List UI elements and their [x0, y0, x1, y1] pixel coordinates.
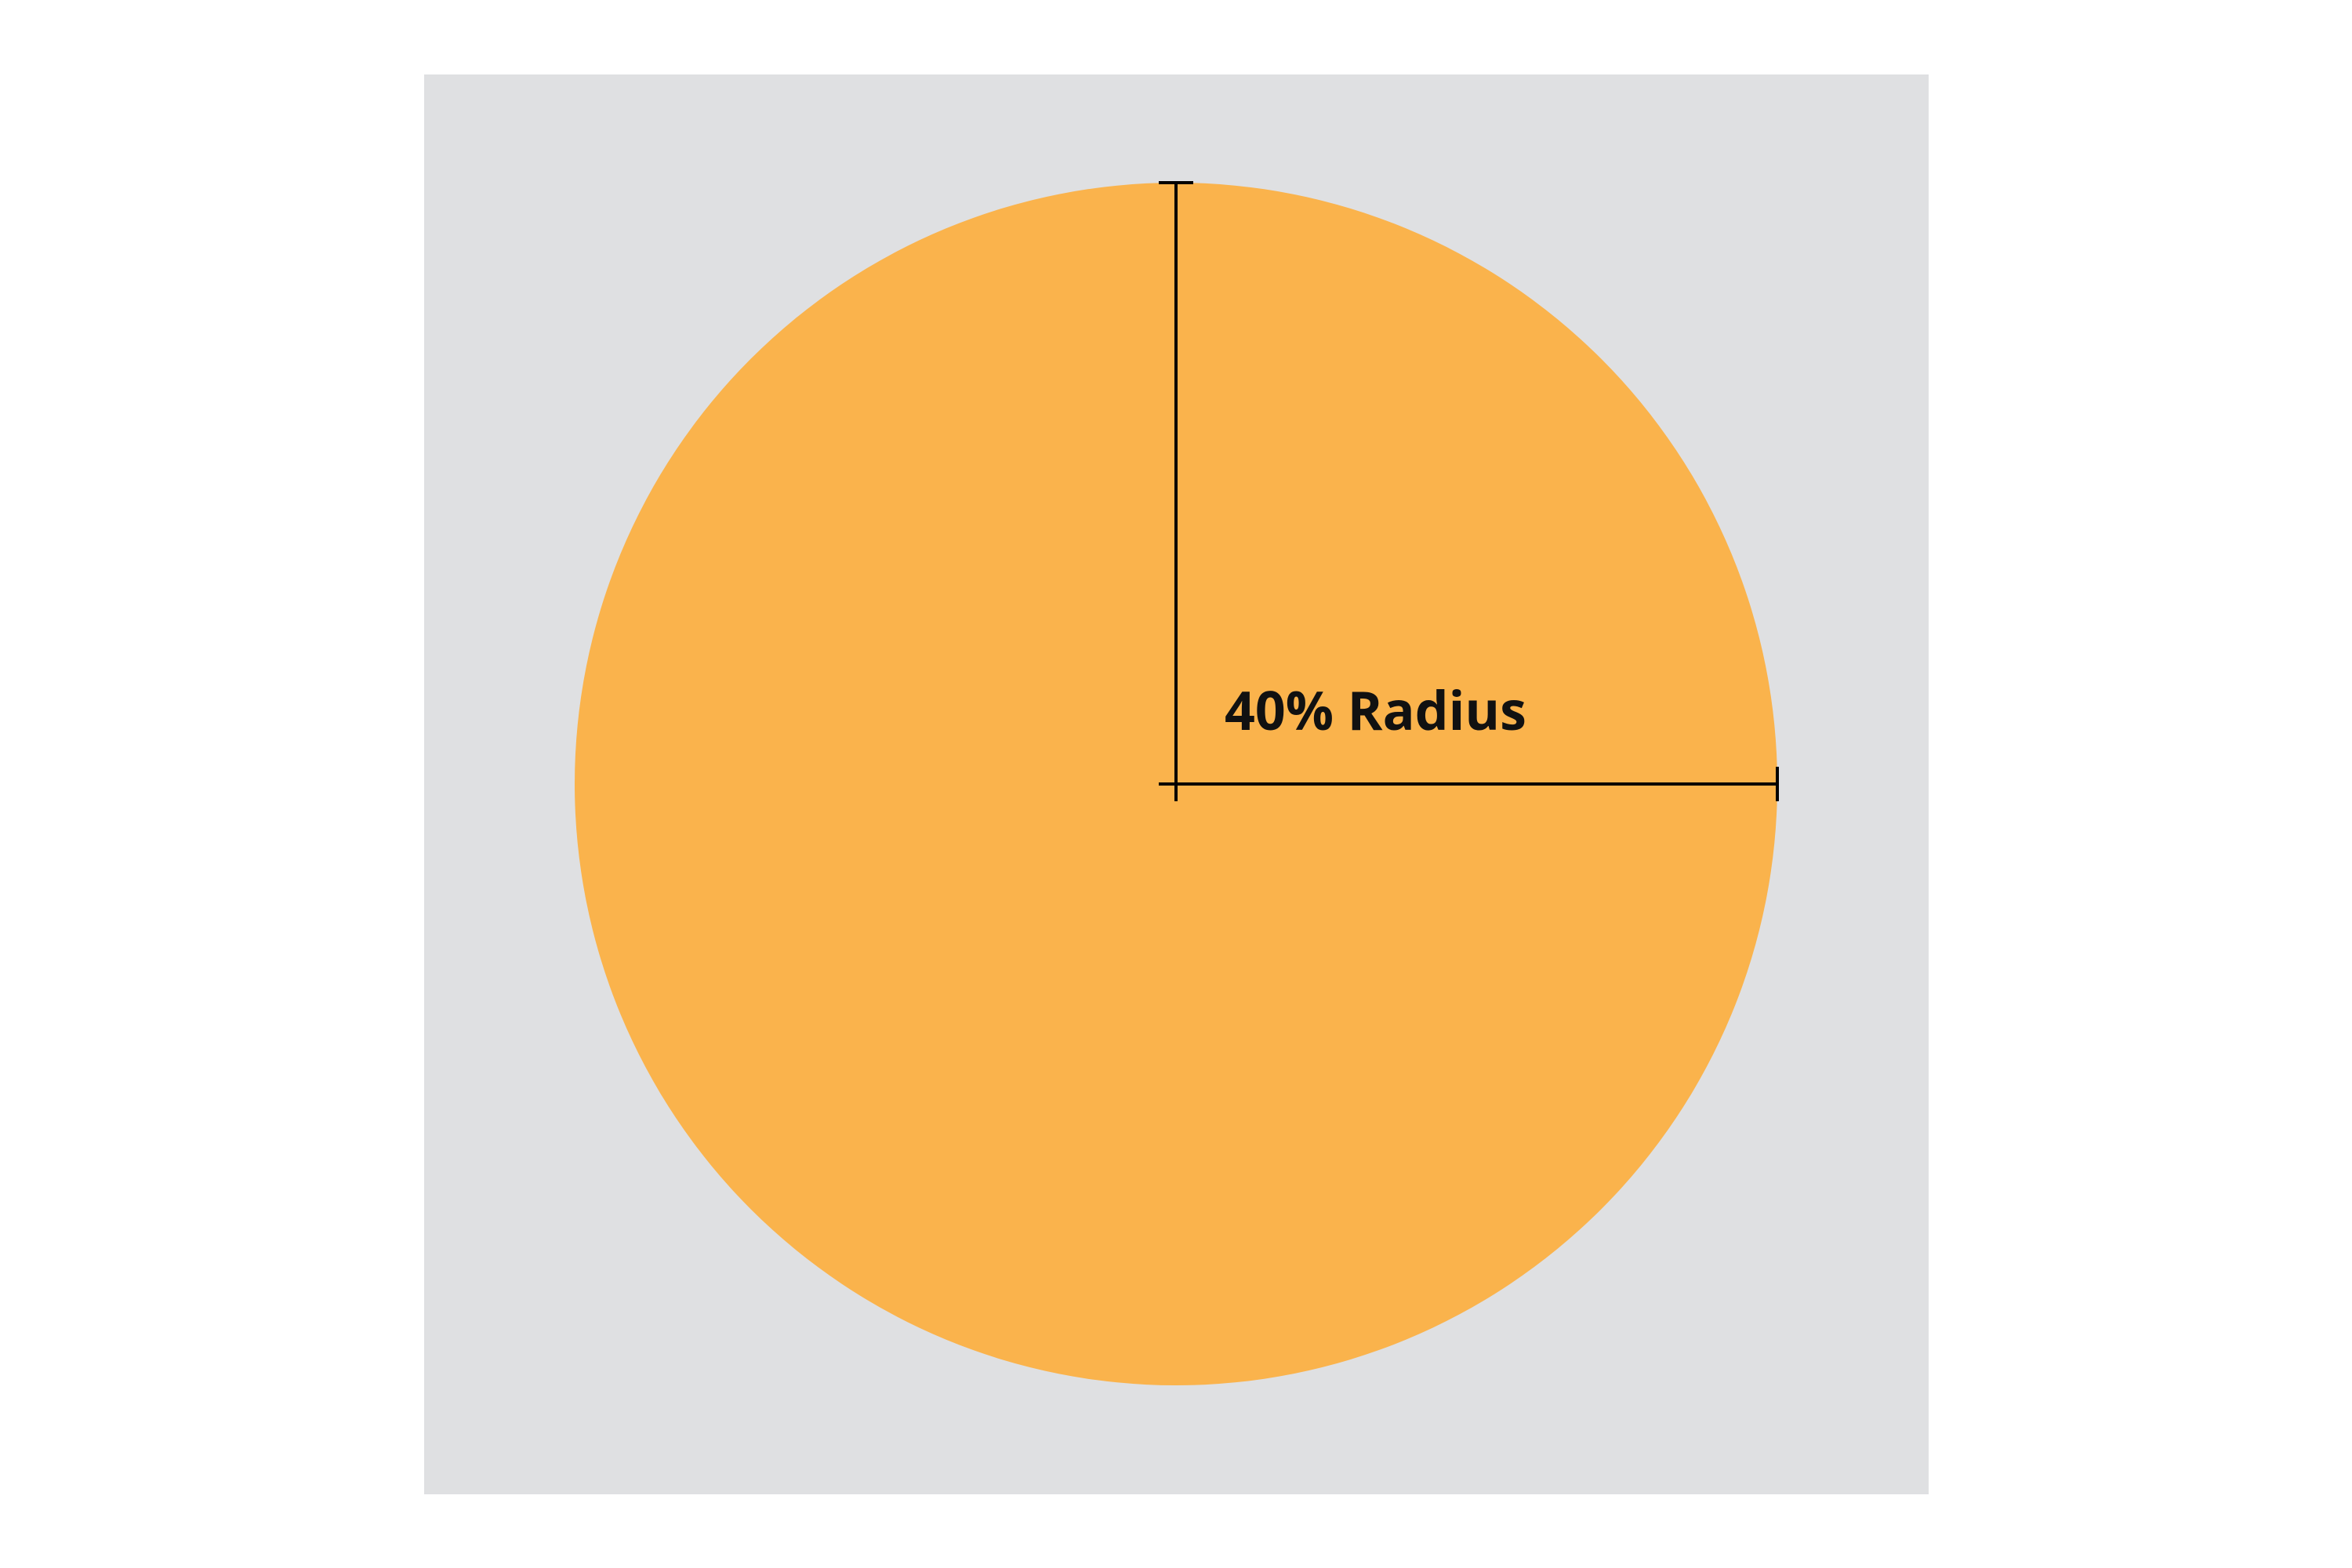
- diagram-canvas: 40% Radius: [0, 0, 2352, 1568]
- radius-label: 40% Radius: [1225, 673, 1526, 746]
- radius-indicator: [0, 0, 2352, 1568]
